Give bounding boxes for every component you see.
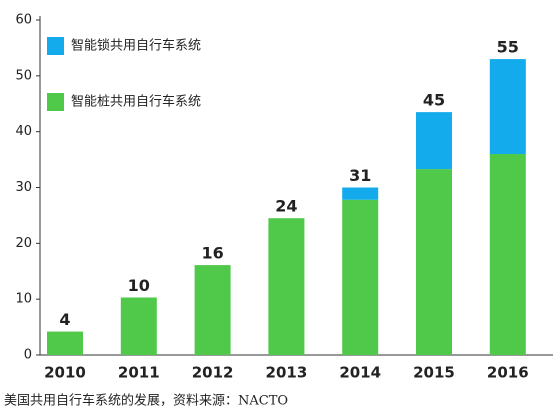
y-tick-label: 50 <box>15 68 32 83</box>
y-tick-label: 30 <box>15 180 32 195</box>
source-note: 美国共用自行车系统的发展，资料来源：NACTO <box>4 393 288 409</box>
bar-segment <box>342 187 379 200</box>
bar-segment <box>47 331 83 355</box>
legend-swatch <box>47 93 64 111</box>
total-label: 10 <box>128 276 150 295</box>
y-tick-label: 60 <box>15 13 32 28</box>
legend-swatch <box>47 37 64 55</box>
total-label: 4 <box>59 310 70 329</box>
total-label: 31 <box>349 166 371 185</box>
total-label: 45 <box>423 91 445 110</box>
bar-segment <box>342 199 379 355</box>
bar-segment <box>194 265 231 355</box>
legend-label: 智能锁共用自行车系统 <box>71 38 201 54</box>
bar-segment <box>416 169 452 355</box>
x-tick-label: 2016 <box>487 364 529 382</box>
x-tick-label: 2010 <box>44 364 86 382</box>
bar-segment <box>120 297 157 355</box>
bar-segment <box>489 154 526 355</box>
x-tick-label: 2013 <box>266 364 308 382</box>
y-tick-label: 20 <box>15 236 32 251</box>
y-tick-label: 10 <box>15 292 32 307</box>
x-tick-label: 2011 <box>118 364 160 382</box>
legend-label: 智能桩共用自行车系统 <box>71 94 201 110</box>
y-tick-label: 0 <box>24 348 32 363</box>
x-tick-label: 2014 <box>339 364 381 382</box>
bar-segment <box>268 218 305 355</box>
bar-segment <box>416 112 452 170</box>
total-label: 24 <box>275 197 297 216</box>
bar-segment <box>489 59 526 155</box>
total-label: 16 <box>201 244 223 263</box>
x-tick-label: 2015 <box>413 364 455 382</box>
x-tick-label: 2012 <box>192 364 234 382</box>
y-tick-label: 40 <box>15 124 32 139</box>
total-label: 55 <box>497 38 519 57</box>
